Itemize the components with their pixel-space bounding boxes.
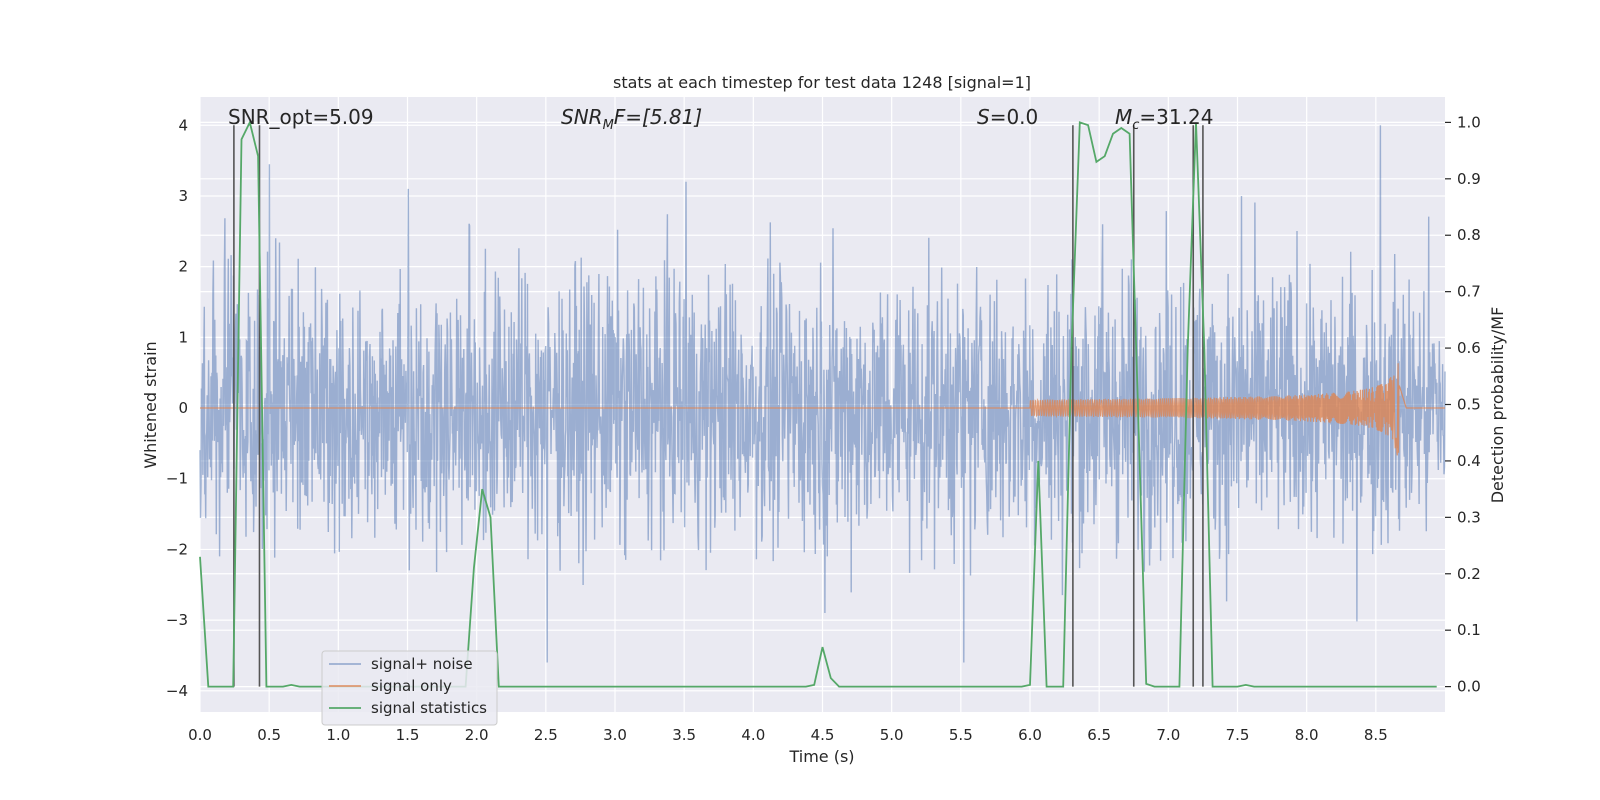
- x-tick-label: 3.0: [603, 726, 627, 744]
- x-tick-label: 8.0: [1295, 726, 1319, 744]
- y-tick-label-right: 0.3: [1457, 508, 1481, 526]
- y-tick-label-right: 0.9: [1457, 170, 1481, 188]
- y-tick-label-right: 0.0: [1457, 678, 1481, 696]
- snr-mf-prefix: SNR: [561, 105, 603, 129]
- legend-label-signal: signal only: [371, 677, 452, 695]
- y-tick-label: 4: [178, 116, 188, 134]
- x-tick-label: 6.0: [1018, 726, 1042, 744]
- x-tick-label: 7.5: [1226, 726, 1250, 744]
- signal-line: [200, 363, 1445, 456]
- x-tick-label: 0.5: [257, 726, 281, 744]
- mc-suffix: =31.24: [1139, 105, 1213, 129]
- legend-label-noise: signal+ noise: [371, 655, 473, 673]
- y-tick-label: −2: [166, 540, 188, 558]
- vertical-markers: [233, 125, 1204, 687]
- y-tick-label-right: 0.4: [1457, 452, 1481, 470]
- y-axis-label: Whitened strain: [141, 341, 160, 468]
- y-tick-label-right: 1.0: [1457, 113, 1481, 131]
- x-tick-label: 2.0: [465, 726, 489, 744]
- x-tick-label: 2.5: [534, 726, 558, 744]
- y-tick-label-right: 0.2: [1457, 565, 1481, 583]
- x-tick-label: 8.5: [1364, 726, 1388, 744]
- y-tick-label-right: 0.5: [1457, 396, 1481, 414]
- annotation-snr-mf: SNRMF=[5.81]: [561, 105, 702, 133]
- x-tick-label: 5.0: [880, 726, 904, 744]
- legend: signal+ noise signal only signal statist…: [321, 650, 498, 726]
- s-suffix: =0.0: [990, 105, 1039, 129]
- x-tick-label: 5.5: [949, 726, 973, 744]
- y-tick-label-right: 0.6: [1457, 339, 1481, 357]
- y-ticks: −4 −3 −2 −1 0 1 2 3 4: [166, 116, 188, 700]
- annotation-s: S=0.0: [977, 105, 1038, 129]
- y-axis-label-right: Detection probability/MF: [1488, 307, 1507, 504]
- x-tick-label: 1.0: [326, 726, 350, 744]
- y-tick-label: −1: [166, 470, 188, 488]
- series-signal-plus-noise: [199, 125, 1446, 663]
- y-tick-label: 0: [178, 399, 188, 417]
- s-prefix: S: [977, 105, 990, 129]
- mc-sub: c: [1132, 118, 1139, 133]
- noise-line: [199, 125, 1446, 663]
- snr-mf-suffix: F=[5.81]: [614, 105, 702, 129]
- annotation-snr-opt: SNR_opt=5.09: [228, 105, 374, 129]
- x-axis-label: Time (s): [788, 747, 854, 766]
- x-tick-label: 7.0: [1156, 726, 1180, 744]
- annotation-mc: Mc=31.24: [1115, 105, 1213, 133]
- series-signal-only: [200, 363, 1445, 456]
- y-tick-label: 3: [178, 187, 188, 205]
- x-tick-label: 4.0: [741, 726, 765, 744]
- x-tick-label: 6.5: [1087, 726, 1111, 744]
- x-tick-label: 4.5: [811, 726, 835, 744]
- y-tick-label-right: 0.7: [1457, 283, 1481, 301]
- x-tick-label: 0.0: [188, 726, 212, 744]
- y-tick-label: 1: [178, 328, 188, 346]
- x-ticks: 0.0 0.5 1.0 1.5 2.0 2.5 3.0 3.5 4.0 4.5 5.0 5.5 6.0 6…: [188, 726, 1388, 744]
- legend-box: [321, 650, 498, 726]
- snr-mf-sub: M: [603, 118, 614, 133]
- y-ticks-right: 0.0 0.1 0.2 0.3 0.4 0.5 0.6 0.7 0.8 0.9 1.0: [1445, 113, 1481, 696]
- y-tick-label-right: 0.8: [1457, 226, 1481, 244]
- y-tick-label: −3: [166, 611, 188, 629]
- x-tick-label: 1.5: [396, 726, 420, 744]
- x-tick-label: 3.5: [672, 726, 696, 744]
- mc-prefix: M: [1115, 105, 1132, 129]
- y-tick-label: −4: [166, 682, 188, 700]
- chart-title: stats at each timestep for test data 124…: [613, 73, 1031, 92]
- legend-label-stats: signal statistics: [371, 699, 487, 717]
- y-tick-label-right: 0.1: [1457, 621, 1481, 639]
- y-tick-label: 2: [178, 258, 188, 276]
